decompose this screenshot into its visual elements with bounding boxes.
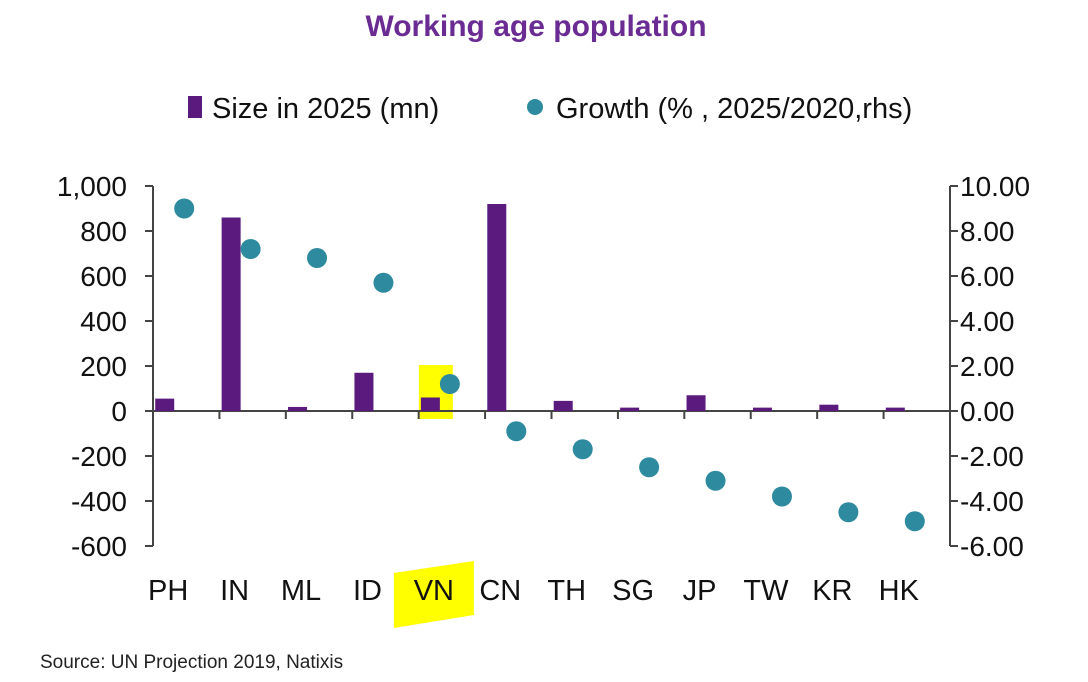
right-tick-label: 0.00 bbox=[960, 396, 1015, 427]
right-tick-label: 8.00 bbox=[960, 216, 1015, 247]
category-label-ph: PH bbox=[148, 575, 188, 607]
chart-title: Working age population bbox=[365, 10, 706, 43]
growth-point-th bbox=[572, 439, 593, 460]
growth-point-tw bbox=[771, 486, 792, 507]
left-tick-label: 600 bbox=[80, 261, 127, 292]
bar-cn bbox=[487, 204, 507, 411]
bar-in bbox=[221, 217, 241, 411]
right-tick-label: -6.00 bbox=[960, 531, 1024, 562]
legend-dot-label: Growth (% , 2025/2020,rhs) bbox=[556, 93, 912, 125]
right-tick-label: -2.00 bbox=[960, 441, 1024, 472]
legend: Size in 2025 (mn) Growth (% , 2025/2020,… bbox=[188, 93, 912, 125]
left-tick-label: 800 bbox=[80, 216, 127, 247]
bar-jp bbox=[686, 395, 706, 411]
growth-point-ph bbox=[174, 198, 195, 219]
growth-point-hk bbox=[904, 511, 925, 532]
bar-th bbox=[553, 400, 573, 411]
left-tick-label: -400 bbox=[71, 486, 127, 517]
right-tick-label: 10.00 bbox=[960, 171, 1030, 202]
legend-bar-label: Size in 2025 (mn) bbox=[212, 93, 439, 125]
category-label-id: ID bbox=[353, 575, 382, 607]
category-labels: PH IN ML ID VN CN TH SG JP TW KR HK bbox=[148, 575, 920, 607]
bar-sg bbox=[620, 407, 640, 411]
source-note: Source: UN Projection 2019, Natixis bbox=[40, 652, 343, 673]
growth-point-cn bbox=[506, 421, 527, 442]
growth-point-sg bbox=[639, 457, 660, 478]
right-tick-label: 4.00 bbox=[960, 306, 1015, 337]
bar-kr bbox=[819, 404, 839, 411]
category-label-hk: HK bbox=[879, 575, 920, 607]
growth-point-ml bbox=[307, 248, 328, 268]
left-tick-label: 400 bbox=[80, 306, 127, 337]
category-label-ml: ML bbox=[281, 575, 321, 607]
bar-series bbox=[155, 204, 905, 411]
legend-bar-swatch bbox=[188, 96, 202, 118]
right-tick-label: 2.00 bbox=[960, 351, 1015, 382]
highlight-label-box bbox=[393, 561, 474, 628]
left-tick-label: -200 bbox=[71, 441, 127, 472]
growth-point-id bbox=[373, 272, 394, 293]
category-label-in: IN bbox=[220, 575, 249, 607]
bar-hk bbox=[885, 407, 905, 411]
right-tick-label: 6.00 bbox=[960, 261, 1015, 292]
growth-point-kr bbox=[838, 502, 859, 523]
category-label-th: TH bbox=[547, 575, 586, 607]
bar-vn bbox=[420, 397, 440, 411]
bar-id bbox=[354, 372, 374, 411]
category-label-sg: SG bbox=[612, 575, 654, 607]
left-tick-label: 1,000 bbox=[57, 171, 127, 202]
growth-point-vn bbox=[439, 374, 460, 394]
bar-ph bbox=[155, 398, 175, 411]
left-tick-label: 200 bbox=[80, 351, 127, 382]
category-label-jp: JP bbox=[683, 575, 717, 607]
category-label-cn: CN bbox=[479, 575, 521, 607]
growth-point-jp bbox=[705, 470, 726, 491]
category-label-vn: VN bbox=[414, 575, 454, 607]
growth-point-in bbox=[240, 239, 261, 259]
bar-ml bbox=[288, 406, 308, 411]
right-tick-label: -4.00 bbox=[960, 486, 1024, 517]
legend-dot-swatch bbox=[527, 99, 543, 115]
category-label-tw: TW bbox=[743, 575, 789, 607]
category-label-kr: KR bbox=[812, 575, 852, 607]
left-tick-label: -600 bbox=[71, 531, 127, 562]
bar-tw bbox=[752, 407, 772, 411]
growth-series bbox=[174, 198, 925, 532]
axes: 1,000 800 600 400 200 0 -200 -400 -600 10.00 8.00 6… bbox=[57, 171, 1030, 562]
left-tick-label: 0 bbox=[111, 396, 127, 427]
